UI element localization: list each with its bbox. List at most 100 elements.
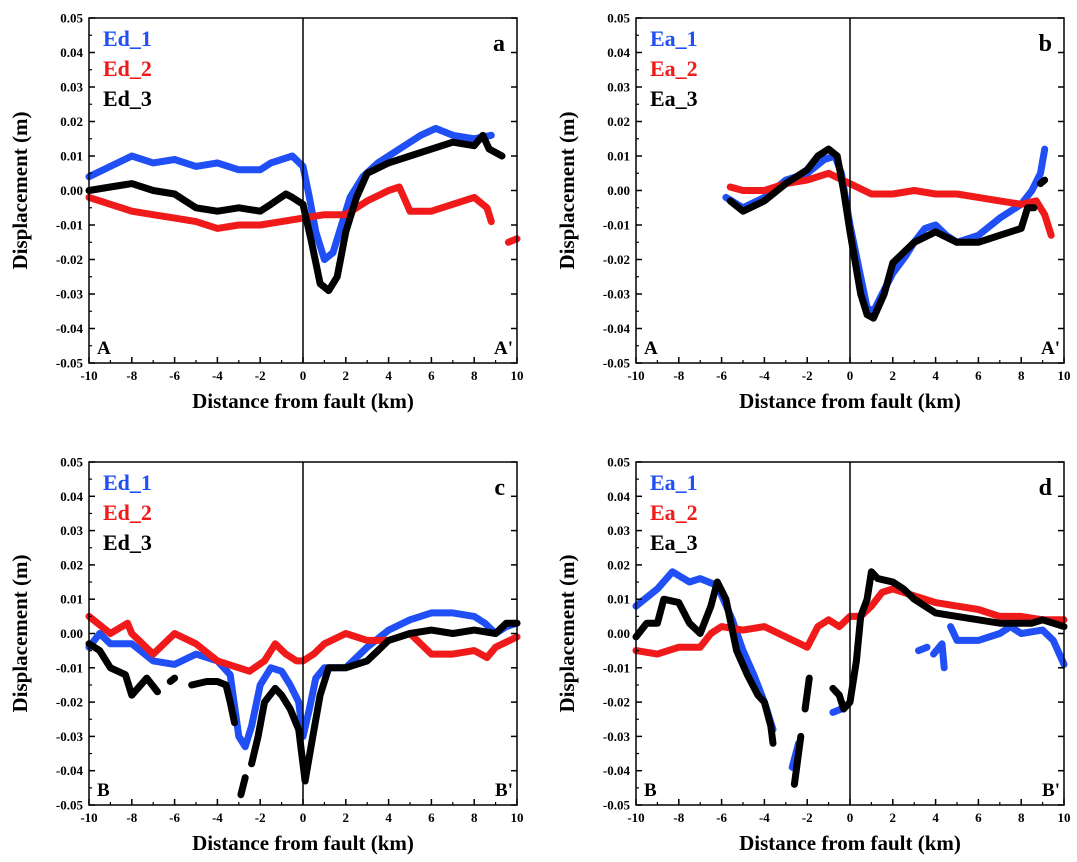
series-line-ed-3-segment-0 <box>85 640 161 699</box>
y-tick-label: -0.05 <box>603 798 631 813</box>
profile-end-label: B' <box>495 780 513 801</box>
y-tick-label: 0.00 <box>607 183 630 198</box>
series-line-ea-3-segment-2 <box>801 674 813 713</box>
legend-entry-ea-3: Ea_3 <box>650 530 698 555</box>
legend-entry-ea-2: Ea_2 <box>650 56 698 81</box>
series-line-ea-2-segment-0 <box>726 169 1055 239</box>
y-tick-label: -0.02 <box>56 695 83 710</box>
y-tick-label: -0.04 <box>603 763 631 778</box>
y-tick-label: -0.03 <box>603 729 631 744</box>
y-tick-label: 0.00 <box>60 626 83 641</box>
x-tick-label: 4 <box>932 810 939 825</box>
y-tick-label: 0.04 <box>607 45 630 60</box>
profile-end-label: A' <box>494 338 513 359</box>
y-tick-label: 0.03 <box>60 523 83 538</box>
x-axis-title: Distance from fault (km) <box>192 831 414 855</box>
y-tick-label: 0.02 <box>60 114 83 129</box>
series-line-ed-3-segment-2 <box>188 678 238 727</box>
series-line-ea-1-segment-2 <box>829 705 845 716</box>
series-line-ea-1-segment-3 <box>915 643 931 655</box>
y-tick-label: 0.02 <box>607 114 630 129</box>
legend-entry-ed-2: Ed_2 <box>103 56 152 81</box>
panel-letter: b <box>1039 31 1052 57</box>
y-axis-title: Displacement (m) <box>8 554 32 712</box>
y-tick-label: 0.05 <box>607 455 630 470</box>
x-tick-label: 4 <box>932 368 939 383</box>
panel-letter: a <box>493 31 505 57</box>
x-tick-label: 10 <box>511 810 524 825</box>
profile-start-label: A <box>644 338 658 359</box>
x-tick-label: 4 <box>385 810 392 825</box>
y-tick-label: 0.00 <box>60 183 83 198</box>
x-tick-label: -6 <box>716 810 727 825</box>
x-tick-label: 4 <box>385 368 392 383</box>
x-tick-label: -4 <box>759 810 770 825</box>
y-tick-label: 0.02 <box>60 557 83 572</box>
series-line-ed-2-segment-0 <box>85 183 495 232</box>
x-tick-label: 2 <box>890 368 897 383</box>
x-tick-label: -6 <box>716 368 727 383</box>
y-tick-label: 0.05 <box>60 11 83 26</box>
y-tick-label: 0.03 <box>607 80 630 95</box>
y-tick-label: -0.01 <box>603 218 630 233</box>
panel-a: -10 -8 -6 -4 -2 0 2 4 6 8 10 -0.05 -0.04 -0.03 -0.02 -0… <box>8 11 524 414</box>
x-tick-label: -10 <box>80 368 97 383</box>
x-axis-title: Distance from fault (km) <box>739 831 961 855</box>
y-tick-label: -0.01 <box>56 660 83 675</box>
x-tick-label: 2 <box>343 368 350 383</box>
y-tick-label: -0.04 <box>56 321 84 336</box>
y-tick-label: -0.03 <box>56 729 84 744</box>
x-tick-label: 2 <box>343 810 350 825</box>
x-tick-label: -10 <box>80 810 97 825</box>
y-axis-title: Displacement (m) <box>555 554 579 712</box>
panel-letter: d <box>1039 475 1053 501</box>
y-tick-label: 0.01 <box>60 592 83 607</box>
y-axis-title: Displacement (m) <box>8 111 32 269</box>
y-tick-label: -0.05 <box>56 798 84 813</box>
y-tick-label: -0.05 <box>56 356 84 371</box>
x-tick-label: 10 <box>1058 368 1071 383</box>
y-tick-label: 0.04 <box>607 489 630 504</box>
x-tick-label: 8 <box>471 810 478 825</box>
x-tick-label: -4 <box>759 368 770 383</box>
y-tick-label: 0.03 <box>607 523 630 538</box>
series-line-ed-2-segment-0 <box>85 612 521 675</box>
series-line-ed-3-segment-4 <box>248 619 521 785</box>
y-tick-label: -0.02 <box>603 695 630 710</box>
legend-entry-ed-1: Ed_1 <box>103 26 152 51</box>
x-tick-label: 0 <box>300 810 307 825</box>
y-tick-label: -0.01 <box>603 660 630 675</box>
series-line-ed-3-segment-1 <box>166 674 179 685</box>
y-tick-label: -0.02 <box>56 252 83 267</box>
series-line-ea-3-segment-3 <box>829 568 1068 713</box>
y-tick-label: 0.05 <box>60 455 83 470</box>
profile-start-label: B <box>97 780 110 801</box>
series-line-ea-3-segment-1 <box>1037 176 1049 188</box>
x-axis-title: Distance from fault (km) <box>192 389 414 413</box>
x-tick-label: 0 <box>300 368 307 383</box>
series-line-ea-1-segment-5 <box>947 623 1068 668</box>
x-tick-label: 8 <box>1018 810 1025 825</box>
series-line-ea-2-segment-0 <box>632 585 1068 658</box>
series-line-ea-3-segment-0 <box>726 145 1038 322</box>
x-tick-label: 10 <box>1058 810 1071 825</box>
x-tick-label: 8 <box>1018 368 1025 383</box>
y-tick-label: 0.01 <box>60 149 83 164</box>
series-line-ed-3-segment-0 <box>85 131 506 295</box>
x-tick-label: -8 <box>126 810 137 825</box>
y-tick-label: -0.02 <box>603 252 630 267</box>
y-tick-label: -0.04 <box>603 321 631 336</box>
y-tick-label: 0.05 <box>607 11 630 26</box>
series-line-ea-3-segment-0 <box>632 578 777 747</box>
x-tick-label: 6 <box>975 810 982 825</box>
x-tick-label: -6 <box>169 810 180 825</box>
x-tick-label: 0 <box>847 810 854 825</box>
x-tick-label: -2 <box>802 368 813 383</box>
legend-entry-ed-2: Ed_2 <box>103 500 152 525</box>
x-tick-label: -4 <box>212 810 223 825</box>
y-tick-label: -0.04 <box>56 763 84 778</box>
panel-b: -10 -8 -6 -4 -2 0 2 4 6 8 10 -0.05 -0.04 -0.03 -0.02 -0… <box>555 11 1071 414</box>
x-tick-label: 6 <box>428 810 435 825</box>
series-line-ed-1-segment-0 <box>85 609 521 751</box>
